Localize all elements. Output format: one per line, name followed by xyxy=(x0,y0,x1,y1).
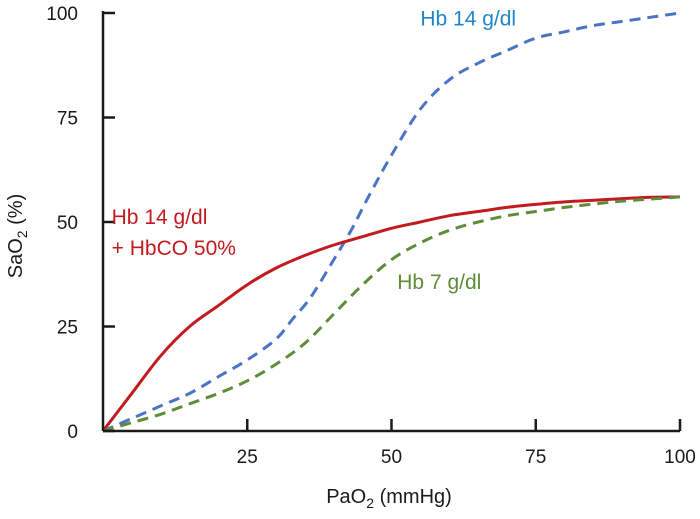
y-tick-label-25: 25 xyxy=(57,318,78,339)
x-tick-label-50: 50 xyxy=(381,447,402,468)
annotation-layer: Hb 14 g/dl Hb 14 g/dl + HbCO 50% Hb 7 g/dl xyxy=(112,8,516,294)
y-axis-label-unit: (%) xyxy=(5,194,27,231)
y-tick-label-100: 100 xyxy=(46,4,78,25)
series-annotation-2: Hb 14 g/dl + HbCO 50% xyxy=(112,206,236,260)
series-line-2 xyxy=(101,195,681,432)
x-tick-label-75: 75 xyxy=(525,447,546,468)
series-line-3 xyxy=(102,195,681,433)
x-tick-label-25: 25 xyxy=(237,447,258,468)
y-tick-label-0: 0 xyxy=(67,422,78,443)
y-axis-label-main: SaO xyxy=(5,238,27,278)
x-axis-label-subscript: 2 xyxy=(366,495,374,511)
x-tick-label-100: 100 xyxy=(664,447,696,468)
x-axis-label-unit: (mmHg) xyxy=(374,486,452,508)
y-tick-label-50: 50 xyxy=(57,213,78,234)
series-annotation-1: Hb 14 g/dl xyxy=(420,8,516,31)
series-line-1 xyxy=(102,11,681,433)
y-tick-label-75: 75 xyxy=(57,109,78,130)
series-annotation-3: Hb 7 g/dl xyxy=(397,271,481,294)
axes-layer: 25 50 75 100 0 25 50 75 100 xyxy=(46,4,696,468)
series-annotation-3-line-1: Hb 7 g/dl xyxy=(397,271,481,294)
y-axis-label-subscript: 2 xyxy=(14,230,30,238)
series-annotation-2-line-1: Hb 14 g/dl xyxy=(112,206,208,229)
x-axis-label-main: PaO xyxy=(326,486,366,508)
series-layer xyxy=(101,11,681,433)
series-annotation-2-line-2: + HbCO 50% xyxy=(112,237,236,260)
x-axis-label: PaO2 (mmHg) xyxy=(326,486,452,511)
series-annotation-1-line-1: Hb 14 g/dl xyxy=(420,8,516,31)
y-axis-label: SaO2 (%) xyxy=(5,194,30,279)
